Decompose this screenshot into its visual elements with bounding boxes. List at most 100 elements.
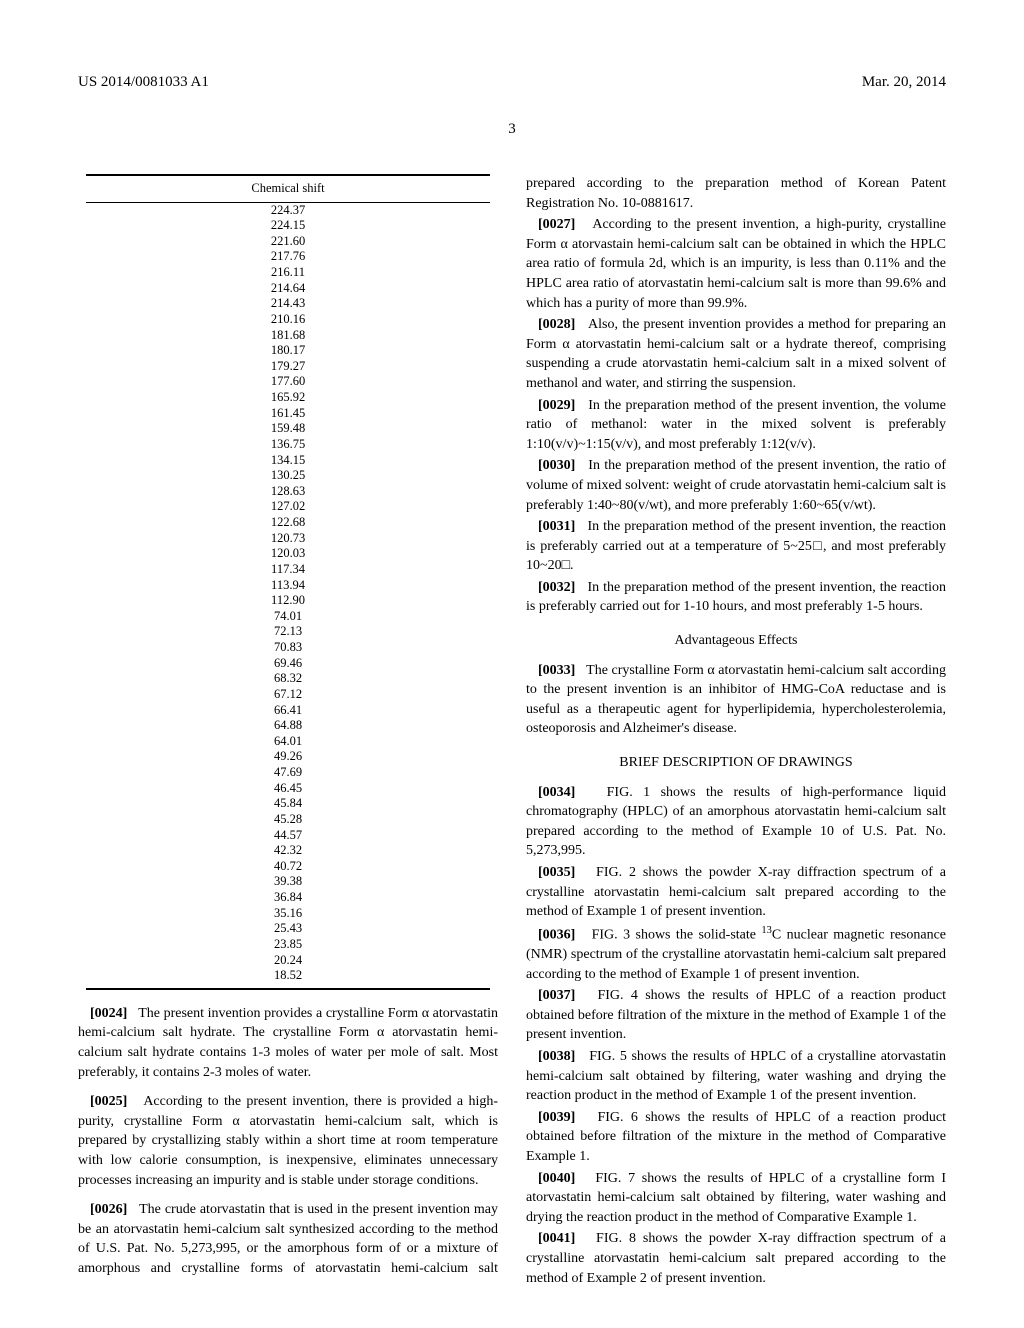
table-row: 40.72 [86,859,489,875]
para-text: FIG. 5 shows the results of HPLC of a cr… [526,1049,946,1103]
table-cell: 39.38 [86,874,489,890]
table-cell: 45.28 [86,812,489,828]
table-cell: 122.68 [86,515,489,531]
table-row: 136.75 [86,437,489,453]
paragraph-0030: [0030] In the preparation method of the … [526,456,946,515]
table-row: 45.84 [86,796,489,812]
running-header: US 2014/0081033 A1 Mar. 20, 2014 [78,72,946,93]
table-row: 64.01 [86,734,489,750]
table-cell: 45.84 [86,796,489,812]
para-text: FIG. 2 shows the powder X-ray diffractio… [526,865,946,919]
table-row: 216.11 [86,265,489,281]
table-row: 44.57 [86,828,489,844]
table-cell: 46.45 [86,781,489,797]
table-row: 70.83 [86,640,489,656]
heading-brief-description: BRIEF DESCRIPTION OF DRAWINGS [526,753,946,773]
table-cell: 23.85 [86,937,489,953]
table-row: 112.90 [86,593,489,609]
table-cell: 214.64 [86,281,489,297]
table-cell: 165.92 [86,390,489,406]
para-text: In the preparation method of the present… [526,580,946,615]
table-cell: 70.83 [86,640,489,656]
para-text: According to the present invention, ther… [78,1094,498,1187]
table-header: Chemical shift [86,175,489,202]
table-row: 72.13 [86,624,489,640]
page-number: 3 [78,119,946,140]
table-row: 214.64 [86,281,489,297]
table-cell: 117.34 [86,562,489,578]
table-row: 64.88 [86,718,489,734]
table-row: 181.68 [86,328,489,344]
table-cell: 66.41 [86,703,489,719]
table-cell: 217.76 [86,249,489,265]
table-row: 128.63 [86,484,489,500]
table-cell: 179.27 [86,359,489,375]
table-row: 117.34 [86,562,489,578]
table-cell: 113.94 [86,578,489,594]
para-text: In the preparation method of the present… [526,398,946,452]
table-row: 210.16 [86,312,489,328]
table-row: 159.48 [86,421,489,437]
table-row: 161.45 [86,406,489,422]
table-row: 120.03 [86,546,489,562]
para-text: Also, the present invention provides a m… [526,317,946,391]
para-text-a: FIG. 3 shows the solid-state [592,927,762,942]
table-row: 224.37 [86,202,489,218]
table-row: 46.45 [86,781,489,797]
table-row: 113.94 [86,578,489,594]
paragraph-0027: [0027] According to the present inventio… [526,215,946,313]
table-cell: 69.46 [86,656,489,672]
paragraph-0034: [0034] FIG. 1 shows the results of high-… [526,783,946,861]
table-row: 127.02 [86,499,489,515]
para-text: The crystalline Form α atorvastatin hemi… [526,663,946,737]
table-cell: 40.72 [86,859,489,875]
para-text: In the preparation method of the present… [526,458,946,512]
superscript-13: 13 [761,925,772,936]
table-cell: 74.01 [86,609,489,625]
table-row: 177.60 [86,374,489,390]
table-row: 74.01 [86,609,489,625]
table-row: 179.27 [86,359,489,375]
para-text: FIG. 7 shows the results of HPLC of a cr… [526,1171,946,1225]
table-cell: 210.16 [86,312,489,328]
table-row: 120.73 [86,531,489,547]
table-cell: 112.90 [86,593,489,609]
table-cell: 224.15 [86,218,489,234]
publication-number: US 2014/0081033 A1 [78,72,209,93]
table-row: 221.60 [86,234,489,250]
table-cell: 64.01 [86,734,489,750]
table-cell: 181.68 [86,328,489,344]
para-text: In the preparation method of the present… [526,519,946,573]
table-cell: 136.75 [86,437,489,453]
para-text: According to the present invention, a hi… [526,217,946,310]
table-row: 68.32 [86,671,489,687]
para-text: The present invention provides a crystal… [78,1006,498,1080]
para-text: FIG. 1 shows the results of high-perform… [526,785,946,859]
table-row: 165.92 [86,390,489,406]
table-row: 130.25 [86,468,489,484]
paragraph-0025: [0025] According to the present inventio… [78,1092,498,1190]
paragraph-0037: [0037] FIG. 4 shows the results of HPLC … [526,986,946,1045]
publication-date: Mar. 20, 2014 [862,72,946,93]
paragraph-0038: [0038] FIG. 5 shows the results of HPLC … [526,1047,946,1106]
table-cell: 177.60 [86,374,489,390]
paragraph-0041: [0041] FIG. 8 shows the powder X-ray dif… [526,1229,946,1288]
table-cell: 120.73 [86,531,489,547]
table-row: 25.43 [86,921,489,937]
table-row: 214.43 [86,296,489,312]
table-cell: 128.63 [86,484,489,500]
table-cell: 20.24 [86,953,489,969]
paragraph-0040: [0040] FIG. 7 shows the results of HPLC … [526,1169,946,1228]
table-row: 69.46 [86,656,489,672]
table-row: 18.52 [86,968,489,989]
table-row: 39.38 [86,874,489,890]
table-cell: 214.43 [86,296,489,312]
table-cell: 35.16 [86,906,489,922]
table-row: 36.84 [86,890,489,906]
table-cell: 216.11 [86,265,489,281]
paragraph-0031: [0031] In the preparation method of the … [526,517,946,576]
table-cell: 180.17 [86,343,489,359]
table-row: 47.69 [86,765,489,781]
table-cell: 42.32 [86,843,489,859]
table-cell: 72.13 [86,624,489,640]
